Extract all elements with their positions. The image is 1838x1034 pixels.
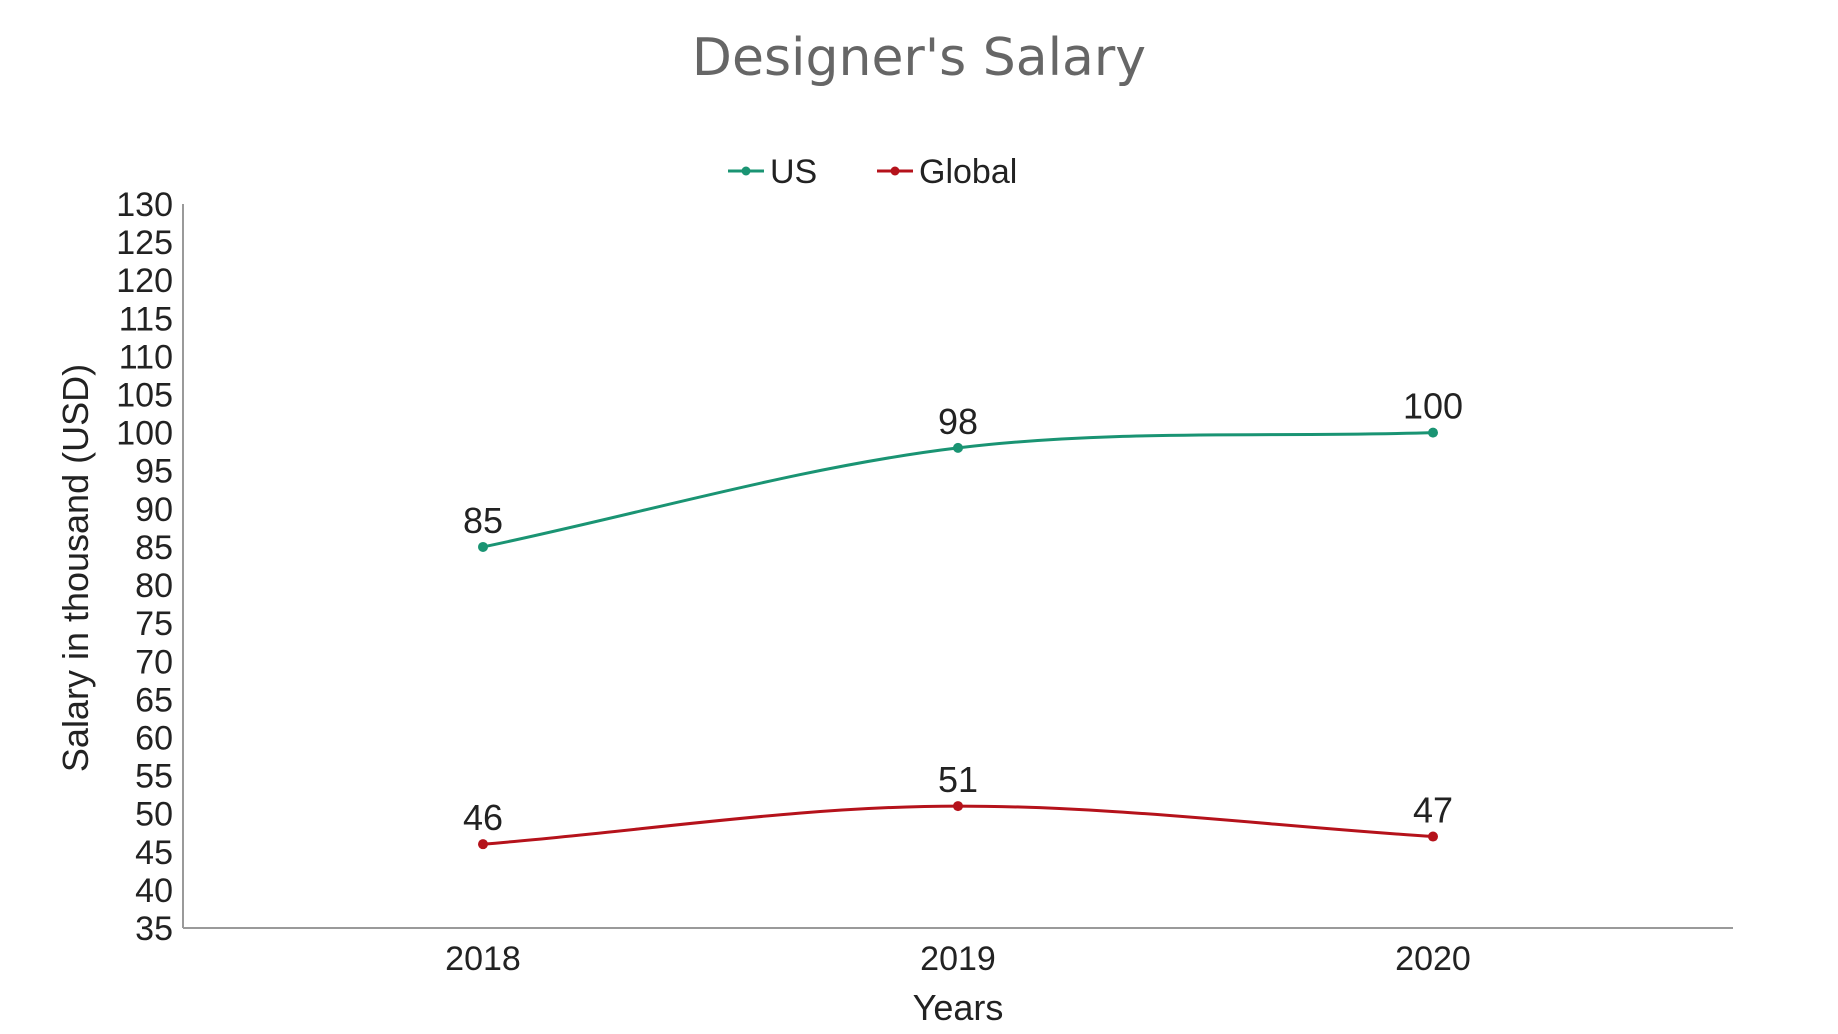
- legend-label: Global: [919, 153, 1017, 191]
- data-point-us[interactable]: [1428, 427, 1438, 438]
- y-tick-label: 80: [135, 567, 173, 605]
- series-global: 46 51 47: [463, 759, 1453, 850]
- legend: US Global: [728, 153, 1017, 191]
- chart-title: Designer's Salary: [692, 28, 1146, 88]
- data-point-global[interactable]: [478, 839, 488, 850]
- y-tick-label: 55: [135, 758, 173, 796]
- y-tick-label: 125: [116, 224, 173, 262]
- x-tick-label: 2019: [920, 940, 996, 978]
- y-tick-label: 45: [135, 834, 173, 872]
- data-label-us: 100: [1403, 386, 1463, 427]
- legend-marker-icon: [741, 166, 751, 176]
- x-tick-label: 2018: [445, 940, 521, 978]
- y-tick-label: 95: [135, 453, 173, 491]
- y-axis: 3540455055606570758085909510010511011512…: [116, 186, 184, 948]
- legend-item-us[interactable]: US: [728, 153, 817, 191]
- x-axis-title: Years: [913, 987, 1004, 1028]
- data-label-us: 85: [463, 500, 503, 541]
- y-axis-title: Salary in thousand (USD): [55, 364, 96, 772]
- series-line-global: [482, 804, 1434, 846]
- x-tick-label: 2020: [1395, 940, 1471, 978]
- legend-marker-icon: [890, 166, 900, 176]
- y-tick-label: 75: [135, 605, 173, 643]
- data-point-us[interactable]: [953, 442, 963, 453]
- y-tick-label: 70: [135, 643, 173, 681]
- series-us: 85 98 100: [463, 386, 1463, 552]
- y-tick-label: 85: [135, 529, 173, 567]
- data-label-global: 51: [938, 759, 978, 800]
- y-tick-label: 100: [116, 415, 173, 453]
- y-tick-label: 110: [119, 338, 173, 376]
- y-tick-label: 105: [116, 377, 173, 415]
- y-tick-label: 40: [135, 872, 173, 910]
- y-tick-label: 50: [135, 796, 173, 834]
- data-point-global[interactable]: [1428, 831, 1438, 842]
- legend-item-global[interactable]: Global: [877, 153, 1017, 191]
- data-point-global[interactable]: [953, 801, 963, 812]
- data-label-us: 98: [938, 401, 978, 442]
- y-tick-label: 60: [135, 719, 173, 757]
- y-tick-label: 65: [135, 681, 173, 719]
- plot-series: 85 98 100 46 51 47: [463, 386, 1463, 850]
- data-point-us[interactable]: [478, 541, 488, 552]
- data-label-global: 47: [1413, 790, 1453, 831]
- y-tick-label: 120: [116, 262, 173, 300]
- x-axis: 2018 2019 2020: [183, 927, 1733, 978]
- y-tick-label: 90: [135, 491, 173, 529]
- y-tick-label: 130: [116, 186, 173, 224]
- legend-label: US: [770, 153, 817, 191]
- data-label-global: 46: [463, 797, 503, 838]
- y-tick-label: 115: [119, 300, 173, 338]
- y-tick-label: 35: [135, 910, 173, 948]
